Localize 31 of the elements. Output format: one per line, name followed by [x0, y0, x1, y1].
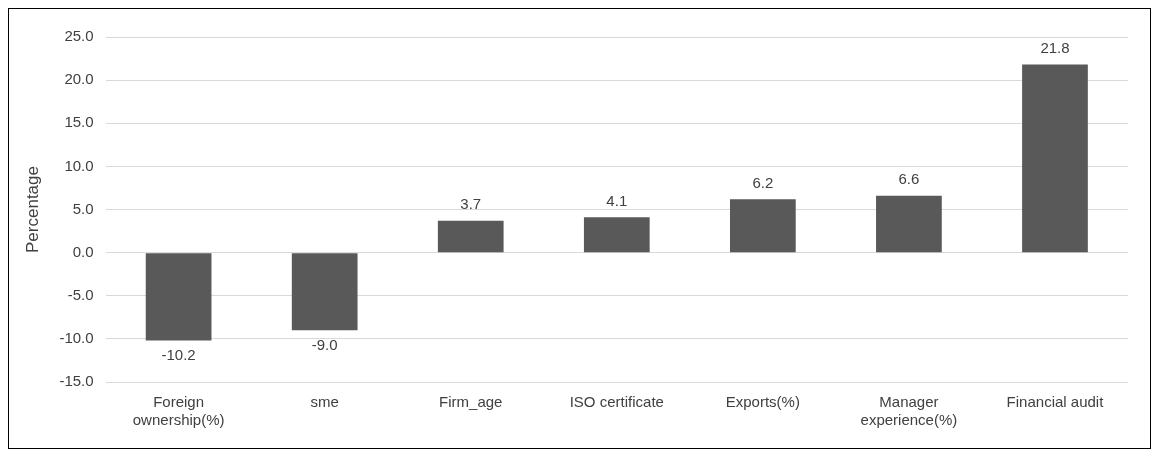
x-tick-label: Exports(%) [725, 393, 800, 411]
y-tick-label: -5.0 [67, 285, 94, 303]
data-label: -10.2 [161, 346, 196, 364]
x-tick-label: Financial audit [1006, 393, 1105, 411]
x-tick-label: sme [310, 393, 339, 411]
y-axis-title: Percentage [22, 166, 42, 253]
bar [729, 199, 796, 253]
data-label: 21.8 [1040, 39, 1070, 57]
bar [1022, 64, 1088, 253]
x-tick-label: Firm_age [439, 393, 503, 411]
bar [145, 253, 212, 341]
data-label: -9.0 [311, 335, 338, 353]
x-tick-label: ISO certificate [569, 393, 664, 411]
x-tick-label: Manager experience(%) [860, 393, 958, 429]
bar [583, 217, 650, 253]
bar [437, 220, 504, 253]
data-label: 6.2 [752, 173, 774, 191]
y-tick-label: -10.0 [59, 329, 94, 347]
y-tick-label: 15.0 [64, 113, 94, 131]
y-tick-label: -15.0 [59, 372, 94, 390]
data-label: 4.1 [606, 191, 628, 209]
y-tick-label: 10.0 [64, 156, 94, 174]
y-tick-label: 0.0 [72, 242, 94, 260]
y-tick-label: 20.0 [64, 70, 94, 88]
x-tick-label: Foreign ownership(%) [132, 393, 225, 429]
data-label: 6.6 [898, 170, 920, 188]
bar [291, 253, 358, 331]
data-label: 3.7 [460, 195, 482, 213]
y-tick-label: 5.0 [72, 199, 94, 217]
bar [876, 195, 942, 253]
y-tick-label: 25.0 [64, 27, 94, 45]
